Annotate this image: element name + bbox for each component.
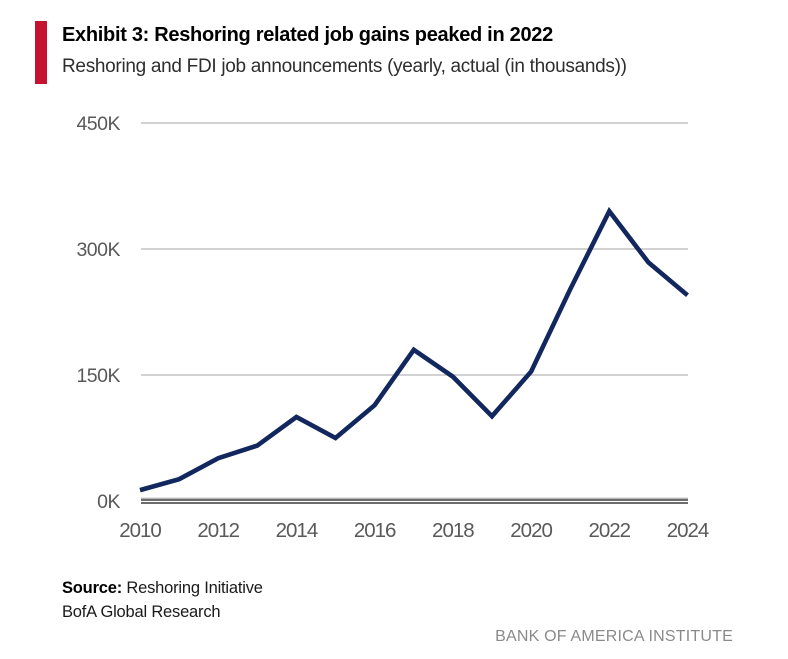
y-tick-label: 300K (76, 239, 120, 261)
chart-subtitle: Reshoring and FDI job announcements (yea… (62, 56, 627, 77)
brand-text: BANK OF AMERICA INSTITUTE (495, 628, 733, 645)
source-line2: BofA Global Research (62, 603, 221, 621)
exhibit-accent-bar (35, 21, 47, 84)
source-label: Source: (62, 579, 123, 597)
y-tick-label: 0K (97, 491, 120, 513)
x-tick-label: 2016 (354, 519, 396, 542)
x-tick-label: 2022 (588, 519, 630, 542)
x-tick-label: 2014 (276, 519, 318, 542)
y-tick-label: 150K (76, 365, 120, 387)
data-line-reshoring-fdi (139, 206, 689, 493)
x-tick-label: 2024 (667, 519, 709, 542)
x-tick-label: 2010 (119, 519, 161, 542)
x-tick-label: 2018 (432, 519, 474, 542)
source-value: Reshoring Initiative (122, 579, 263, 597)
x-tick-label: 2020 (510, 519, 552, 542)
exhibit-title: Exhibit 3: Reshoring related job gains p… (62, 24, 553, 46)
x-tick-label: 2012 (197, 519, 239, 542)
y-tick-label: 450K (76, 113, 120, 135)
source-line: Source: Reshoring Initiative (62, 579, 263, 598)
